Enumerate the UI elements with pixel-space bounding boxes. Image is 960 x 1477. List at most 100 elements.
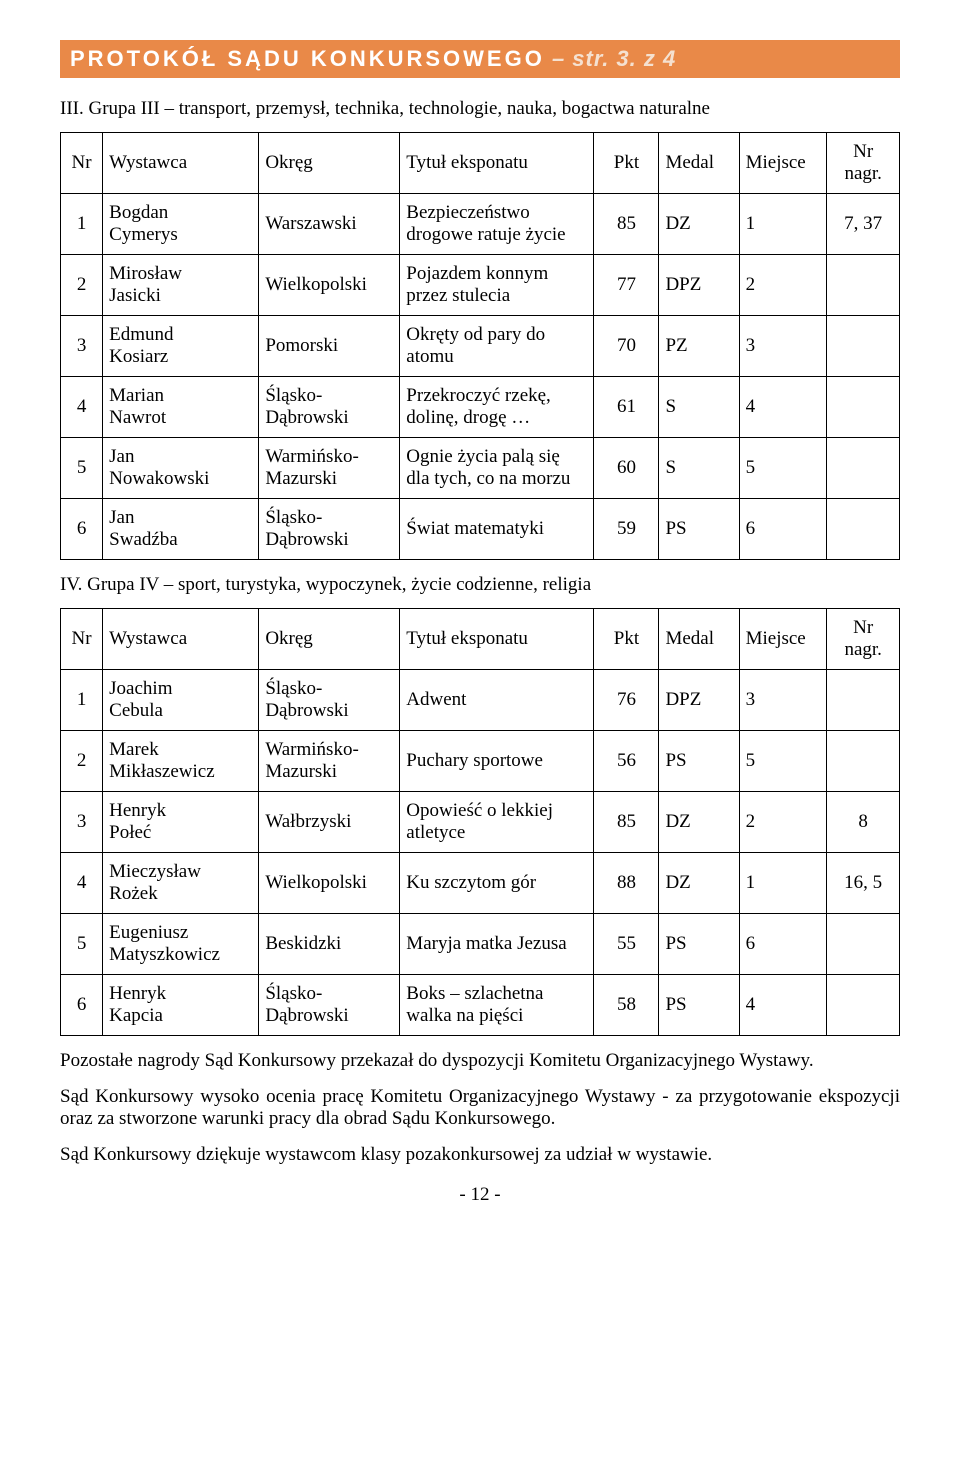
cell-tytul: Ku szczytom gór xyxy=(400,853,594,914)
cell-miejsce: 5 xyxy=(739,731,827,792)
col-okreg: Okręg xyxy=(259,609,400,670)
cell-medal: DZ xyxy=(659,792,739,853)
cell-nr: 5 xyxy=(61,438,103,499)
cell-medal: S xyxy=(659,377,739,438)
cell-okreg: Warmińsko-Mazurski xyxy=(259,731,400,792)
cell-wystawca: JoachimCebula xyxy=(103,670,259,731)
col-pkt: Pkt xyxy=(594,133,659,194)
cell-medal: PS xyxy=(659,914,739,975)
col-nr: Nr xyxy=(61,133,103,194)
cell-okreg: Wałbrzyski xyxy=(259,792,400,853)
cell-okreg: Śląsko-Dąbrowski xyxy=(259,499,400,560)
cell-medal: DPZ xyxy=(659,670,739,731)
cell-medal: PS xyxy=(659,499,739,560)
cell-nagr: 7, 37 xyxy=(827,194,900,255)
cell-miejsce: 5 xyxy=(739,438,827,499)
cell-nr: 1 xyxy=(61,194,103,255)
cell-wystawca: MarekMikłaszewicz xyxy=(103,731,259,792)
page-number: - 12 - xyxy=(60,1184,900,1206)
cell-nagr xyxy=(827,255,900,316)
table-row: 4MarianNawrotŚląsko-DąbrowskiPrzekroczyć… xyxy=(61,377,900,438)
cell-nr: 3 xyxy=(61,792,103,853)
cell-nagr xyxy=(827,731,900,792)
cell-medal: DZ xyxy=(659,194,739,255)
cell-okreg: Wielkopolski xyxy=(259,853,400,914)
cell-nr: 4 xyxy=(61,853,103,914)
cell-okreg: Warszawski xyxy=(259,194,400,255)
cell-miejsce: 6 xyxy=(739,499,827,560)
cell-wystawca: HenrykPołeć xyxy=(103,792,259,853)
cell-nagr xyxy=(827,499,900,560)
cell-tytul: Maryja matka Jezusa xyxy=(400,914,594,975)
cell-medal: PS xyxy=(659,731,739,792)
cell-okreg: Śląsko-Dąbrowski xyxy=(259,377,400,438)
col-okreg: Okręg xyxy=(259,133,400,194)
cell-tytul: Boks – szlachetna walka na pięści xyxy=(400,975,594,1036)
cell-tytul: Świat matematyki xyxy=(400,499,594,560)
cell-nr: 6 xyxy=(61,499,103,560)
col-medal: Medal xyxy=(659,609,739,670)
header-main-text: PROTOKÓŁ SĄDU KONKURSOWEGO xyxy=(70,46,545,71)
table-header-row: Nr Wystawca Okręg Tytuł eksponatu Pkt Me… xyxy=(61,133,900,194)
cell-pkt: 77 xyxy=(594,255,659,316)
paragraph-2: Sąd Konkursowy wysoko ocenia pracę Komit… xyxy=(60,1086,900,1130)
cell-okreg: Śląsko-Dąbrowski xyxy=(259,975,400,1036)
cell-okreg: Pomorski xyxy=(259,316,400,377)
cell-pkt: 56 xyxy=(594,731,659,792)
cell-wystawca: MarianNawrot xyxy=(103,377,259,438)
cell-miejsce: 3 xyxy=(739,670,827,731)
table-row: 5JanNowakowskiWarmińsko-MazurskiOgnie ży… xyxy=(61,438,900,499)
table-row: 6JanSwadźbaŚląsko-DąbrowskiŚwiat matemat… xyxy=(61,499,900,560)
cell-nagr xyxy=(827,438,900,499)
cell-tytul: Ognie życia palą się dla tych, co na mor… xyxy=(400,438,594,499)
table-header-row: Nr Wystawca Okręg Tytuł eksponatu Pkt Me… xyxy=(61,609,900,670)
cell-pkt: 85 xyxy=(594,194,659,255)
cell-wystawca: MieczysławRożek xyxy=(103,853,259,914)
cell-nagr xyxy=(827,914,900,975)
cell-miejsce: 1 xyxy=(739,853,827,914)
cell-tytul: Opowieść o lekkiej atletyce xyxy=(400,792,594,853)
cell-nr: 2 xyxy=(61,255,103,316)
cell-nr: 1 xyxy=(61,670,103,731)
col-nr: Nr xyxy=(61,609,103,670)
cell-okreg: Warmińsko-Mazurski xyxy=(259,438,400,499)
cell-wystawca: JanNowakowski xyxy=(103,438,259,499)
table-row: 2MirosławJasickiWielkopolskiPojazdem kon… xyxy=(61,255,900,316)
cell-nagr xyxy=(827,975,900,1036)
cell-nr: 2 xyxy=(61,731,103,792)
col-tytul: Tytuł eksponatu xyxy=(400,133,594,194)
cell-okreg: Śląsko-Dąbrowski xyxy=(259,670,400,731)
cell-wystawca: HenrykKapcia xyxy=(103,975,259,1036)
cell-tytul: Okręty od pary do atomu xyxy=(400,316,594,377)
header-bar: PROTOKÓŁ SĄDU KONKURSOWEGO – str. 3. z 4 xyxy=(60,40,900,78)
cell-tytul: Bezpieczeństwo drogowe ratuje życie xyxy=(400,194,594,255)
paragraph-1: Pozostałe nagrody Sąd Konkursowy przekaz… xyxy=(60,1050,900,1072)
cell-miejsce: 3 xyxy=(739,316,827,377)
cell-miejsce: 2 xyxy=(739,792,827,853)
cell-wystawca: JanSwadźba xyxy=(103,499,259,560)
cell-tytul: Pojazdem konnym przez stulecia xyxy=(400,255,594,316)
cell-nr: 6 xyxy=(61,975,103,1036)
cell-wystawca: BogdanCymerys xyxy=(103,194,259,255)
cell-nagr: 8 xyxy=(827,792,900,853)
cell-miejsce: 4 xyxy=(739,975,827,1036)
paragraph-3: Sąd Konkursowy dziękuje wystawcom klasy … xyxy=(60,1144,900,1166)
table-row: 5EugeniuszMatyszkowiczBeskidzkiMaryja ma… xyxy=(61,914,900,975)
cell-wystawca: EugeniuszMatyszkowicz xyxy=(103,914,259,975)
cell-okreg: Beskidzki xyxy=(259,914,400,975)
cell-tytul: Puchary sportowe xyxy=(400,731,594,792)
cell-nr: 5 xyxy=(61,914,103,975)
cell-nr: 4 xyxy=(61,377,103,438)
col-wystawca: Wystawca xyxy=(103,609,259,670)
col-nr-nagr: Nr nagr. xyxy=(827,609,900,670)
col-miejsce: Miejsce xyxy=(739,133,827,194)
cell-miejsce: 4 xyxy=(739,377,827,438)
cell-nagr xyxy=(827,670,900,731)
cell-nagr: 16, 5 xyxy=(827,853,900,914)
col-miejsce: Miejsce xyxy=(739,609,827,670)
cell-medal: DPZ xyxy=(659,255,739,316)
cell-pkt: 59 xyxy=(594,499,659,560)
table-row: 1BogdanCymerysWarszawskiBezpieczeństwo d… xyxy=(61,194,900,255)
cell-pkt: 60 xyxy=(594,438,659,499)
cell-pkt: 76 xyxy=(594,670,659,731)
